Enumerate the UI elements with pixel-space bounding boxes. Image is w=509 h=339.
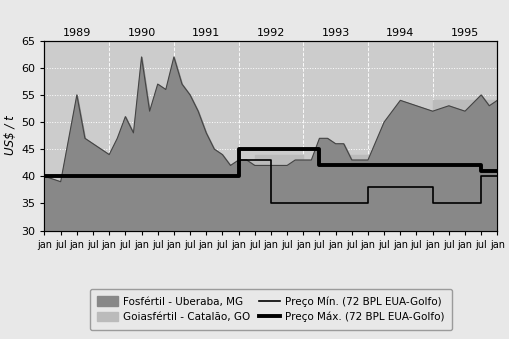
- Legend: Fosfértil - Uberaba, MG, Goiasfértil - Catalão, GO, Preço Mín. (72 BPL EUA-Golfo: Fosfértil - Uberaba, MG, Goiasfértil - C…: [90, 289, 452, 330]
- Y-axis label: US$ / t: US$ / t: [4, 116, 17, 156]
